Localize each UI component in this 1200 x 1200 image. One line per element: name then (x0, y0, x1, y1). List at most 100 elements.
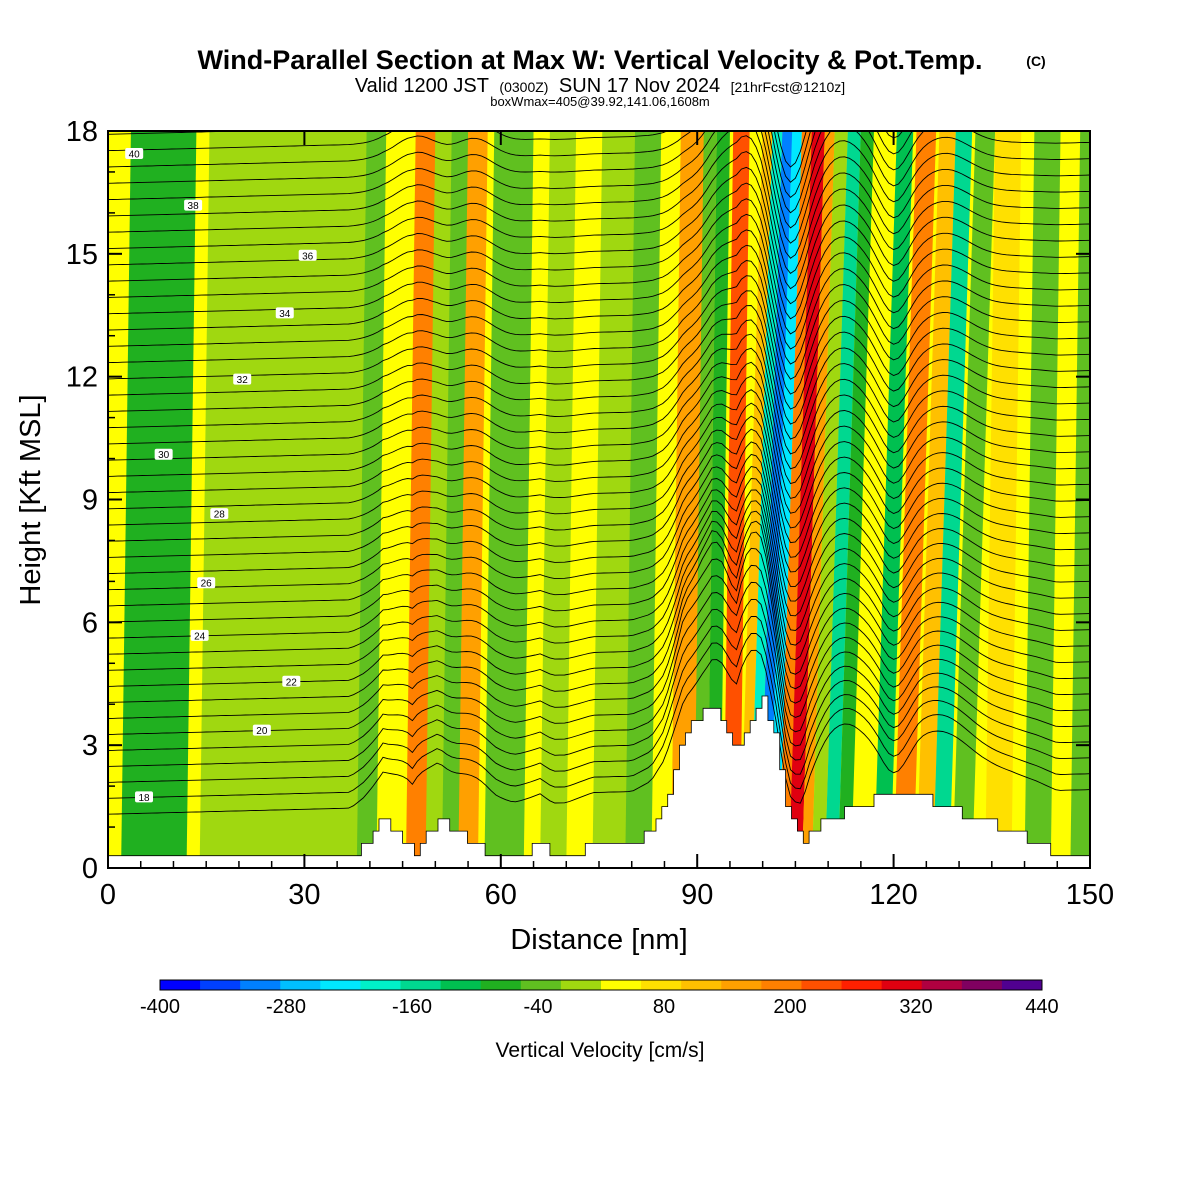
contour-label-bg (190, 629, 209, 641)
vv-band (723, 131, 750, 868)
theta-contour (108, 229, 1090, 365)
theta-contour (108, 415, 1090, 558)
y-tick-label: 3 (82, 730, 98, 762)
x-tick-label: 120 (869, 879, 917, 911)
valid-time-line: Valid 1200 JST (0300Z) SUN 17 Nov 2024 [… (355, 75, 845, 97)
contour-label-bg (210, 508, 229, 520)
vv-band (707, 131, 730, 868)
vv-band (893, 131, 937, 868)
colorbar-swatch (681, 980, 722, 990)
theta-contour (108, 478, 1090, 631)
colorbar-swatch (801, 980, 843, 990)
colorbar-swatch (440, 980, 482, 990)
y-tick-label: 15 (66, 239, 98, 271)
contour-label-bg (298, 249, 317, 261)
theta-contour (108, 131, 1090, 259)
contour-label: 18 (138, 793, 150, 804)
contour-label: 26 (201, 579, 213, 590)
colorbar-swatch (160, 980, 201, 990)
y-tick-label: 6 (82, 607, 98, 639)
colorbar (159, 979, 1043, 991)
contour-label: 32 (237, 375, 249, 386)
theta-contour (108, 131, 913, 199)
theta-contour (108, 305, 1090, 440)
theta-contour (108, 531, 1090, 704)
theta-contour (108, 402, 1090, 544)
colorbar-swatch (240, 980, 281, 990)
theta-contour (108, 166, 1090, 305)
contour-label-bg (275, 307, 294, 319)
colorbar-swatch (921, 980, 963, 990)
x-tick-label: 90 (681, 879, 713, 911)
contour-label: 20 (256, 726, 268, 737)
theta-contour (108, 615, 1090, 783)
theta-contour (108, 453, 1090, 602)
colorbar-swatch (961, 980, 1003, 990)
colorbar-tick-label: 320 (899, 996, 932, 1018)
chart-title: Wind-Parallel Section at Max W: Vertical… (198, 45, 983, 75)
contour-label: 40 (129, 150, 141, 161)
valid-date: SUN 17 Nov 2024 (559, 75, 720, 97)
vv-band (801, 131, 835, 868)
colorbar-tick-labels: -400 -280 -160 -40 80 200 320 440 (140, 996, 1059, 1018)
theta-contour (108, 581, 1090, 751)
x-axis-label: Distance [nm] (510, 924, 687, 956)
colorbar-swatch (320, 980, 361, 990)
copyright-mark: (C) (1026, 53, 1045, 69)
colorbar-title: Vertical Velocity [cm/s] (496, 1039, 705, 1062)
contour-label-bg (252, 724, 271, 736)
vv-band (749, 131, 783, 868)
x-axis: 0 30 60 90 120 150 (100, 131, 1114, 911)
contour-label: 30 (158, 450, 170, 461)
theta-contour (108, 290, 1090, 425)
vv-band (540, 131, 577, 868)
colorbar-tick-label: 200 (773, 996, 806, 1018)
contour-label-bg (282, 675, 301, 687)
colorbar-swatch (1001, 980, 1043, 990)
x-tick-label: 150 (1066, 879, 1114, 911)
vv-band (952, 131, 996, 868)
y-tick-label: 12 (66, 362, 98, 394)
colorbar-swatch (560, 980, 602, 990)
theta-contour (108, 375, 1090, 514)
contour-label: 22 (286, 677, 298, 688)
theta-contour (108, 135, 1090, 275)
vv-band (779, 131, 812, 868)
vv-band (739, 131, 773, 868)
vv-band (425, 131, 455, 868)
contour-label: 28 (214, 510, 226, 521)
theta-contour (108, 347, 1090, 485)
vv-band (811, 131, 848, 868)
colorbar-swatch (881, 980, 923, 990)
vertical-velocity-field (121, 131, 1090, 868)
vv-band (310, 131, 374, 868)
theta-contour (108, 632, 1090, 799)
y-tick-label: 9 (82, 485, 98, 517)
theta-contour (108, 131, 1090, 214)
contour-labels: 18 20 22 24 26 28 30 32 34 36 38 40 (125, 148, 317, 804)
box-wmax-info: boxWmax=405@39.92,141.06,1608m (490, 94, 710, 109)
vv-band (788, 131, 825, 868)
contour-label: 24 (194, 631, 206, 642)
vv-band (985, 131, 1022, 868)
colorbar-swatch (480, 980, 522, 990)
colorbar-swatch (761, 980, 802, 990)
y-axis-label: Height [Kft MSL] (15, 394, 47, 605)
colorbar-tick-label: -400 (140, 996, 180, 1018)
contour-label: 36 (302, 251, 314, 262)
theta-contour (108, 510, 1090, 675)
colorbar-tick-label: 440 (1025, 996, 1058, 1018)
contour-label-bg (125, 148, 144, 160)
x-tick-label: 60 (485, 879, 517, 911)
colorbar-swatch (200, 980, 241, 990)
colorbar-swatch (841, 980, 883, 990)
vv-band (837, 131, 874, 868)
theta-contour (108, 275, 1090, 410)
vv-band (121, 131, 197, 868)
colorbar-swatch (641, 980, 682, 990)
theta-contour (108, 649, 1090, 815)
plot-area: 18 20 22 24 26 28 30 32 34 36 38 40 (108, 131, 1090, 868)
valid-prefix: Valid 1200 JST (355, 75, 489, 97)
